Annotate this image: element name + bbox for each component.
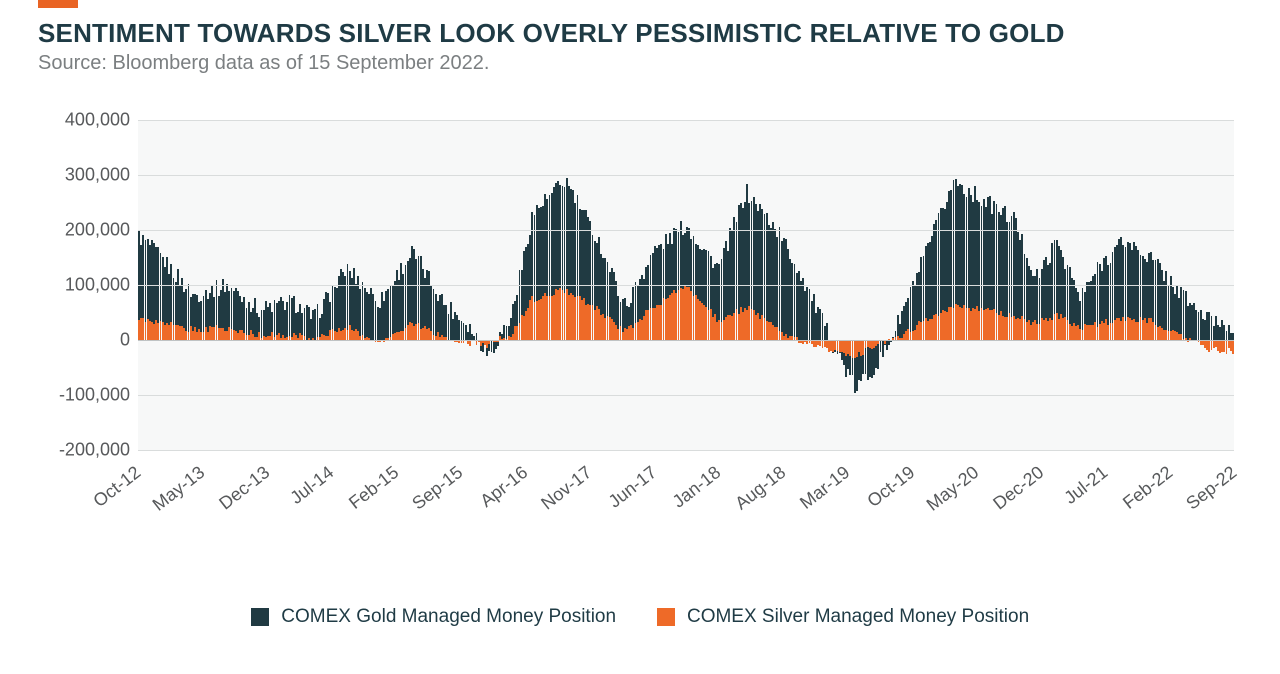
bar-silver — [1232, 340, 1234, 354]
x-tick-label: Jul-21 — [1060, 462, 1112, 509]
gridline — [138, 120, 1234, 121]
legend-swatch-silver — [657, 608, 675, 626]
x-tick-label: Sep-22 — [1182, 462, 1241, 514]
gridline — [138, 230, 1234, 231]
x-tick-label: Dec-13 — [215, 462, 274, 514]
x-tick-label: Dec-20 — [989, 462, 1048, 514]
gridline — [138, 395, 1234, 396]
gridline — [138, 285, 1234, 286]
bar-gold — [1232, 333, 1234, 340]
x-tick-label: Jun-17 — [604, 462, 660, 512]
x-tick-label: Feb-15 — [345, 462, 403, 514]
x-tick-label: Jul-14 — [287, 462, 339, 509]
chart-title: SENTIMENT TOWARDS SILVER LOOK OVERLY PES… — [38, 18, 1065, 49]
plot-wrapper: -200,000-100,0000100,000200,000300,00040… — [38, 120, 1238, 480]
x-tick-label: Sep-15 — [409, 462, 468, 514]
x-tick-label: May-20 — [923, 462, 983, 516]
x-tick-label: Jan-18 — [669, 462, 725, 512]
y-tick-label: -100,000 — [40, 385, 130, 406]
y-tick-label: 100,000 — [40, 275, 130, 296]
chart-subtitle: Source: Bloomberg data as of 15 Septembe… — [38, 52, 489, 75]
y-tick-label: -200,000 — [40, 440, 130, 461]
y-tick-label: 400,000 — [40, 110, 130, 131]
y-tick-label: 0 — [40, 330, 130, 351]
y-tick-label: 200,000 — [40, 220, 130, 241]
gridline — [138, 340, 1234, 341]
x-tick-label: Aug-18 — [731, 462, 790, 514]
plot-area — [138, 120, 1234, 450]
legend-label-gold: COMEX Gold Managed Money Position — [281, 606, 616, 627]
accent-tab — [38, 0, 78, 8]
legend-swatch-gold — [251, 608, 269, 626]
bar-gold — [826, 323, 828, 340]
legend-label-silver: COMEX Silver Managed Money Position — [687, 606, 1029, 627]
x-tick-label: Nov-17 — [538, 462, 597, 514]
bar-gold — [476, 333, 478, 340]
x-tick-label: Mar-19 — [796, 462, 854, 514]
y-tick-label: 300,000 — [40, 165, 130, 186]
legend: COMEX Gold Managed Money Position COMEX … — [0, 606, 1280, 628]
legend-item-gold: COMEX Gold Managed Money Position — [251, 606, 616, 628]
x-tick-label: May-13 — [149, 462, 209, 516]
x-tick-label: Oct-12 — [89, 462, 145, 512]
x-tick-label: Apr-16 — [476, 462, 532, 512]
legend-item-silver: COMEX Silver Managed Money Position — [657, 606, 1030, 628]
x-tick-label: Feb-22 — [1119, 462, 1177, 514]
gridline — [138, 175, 1234, 176]
x-tick-label: Oct-19 — [863, 462, 919, 512]
chart-frame: SENTIMENT TOWARDS SILVER LOOK OVERLY PES… — [0, 0, 1280, 674]
gridline — [138, 450, 1234, 451]
